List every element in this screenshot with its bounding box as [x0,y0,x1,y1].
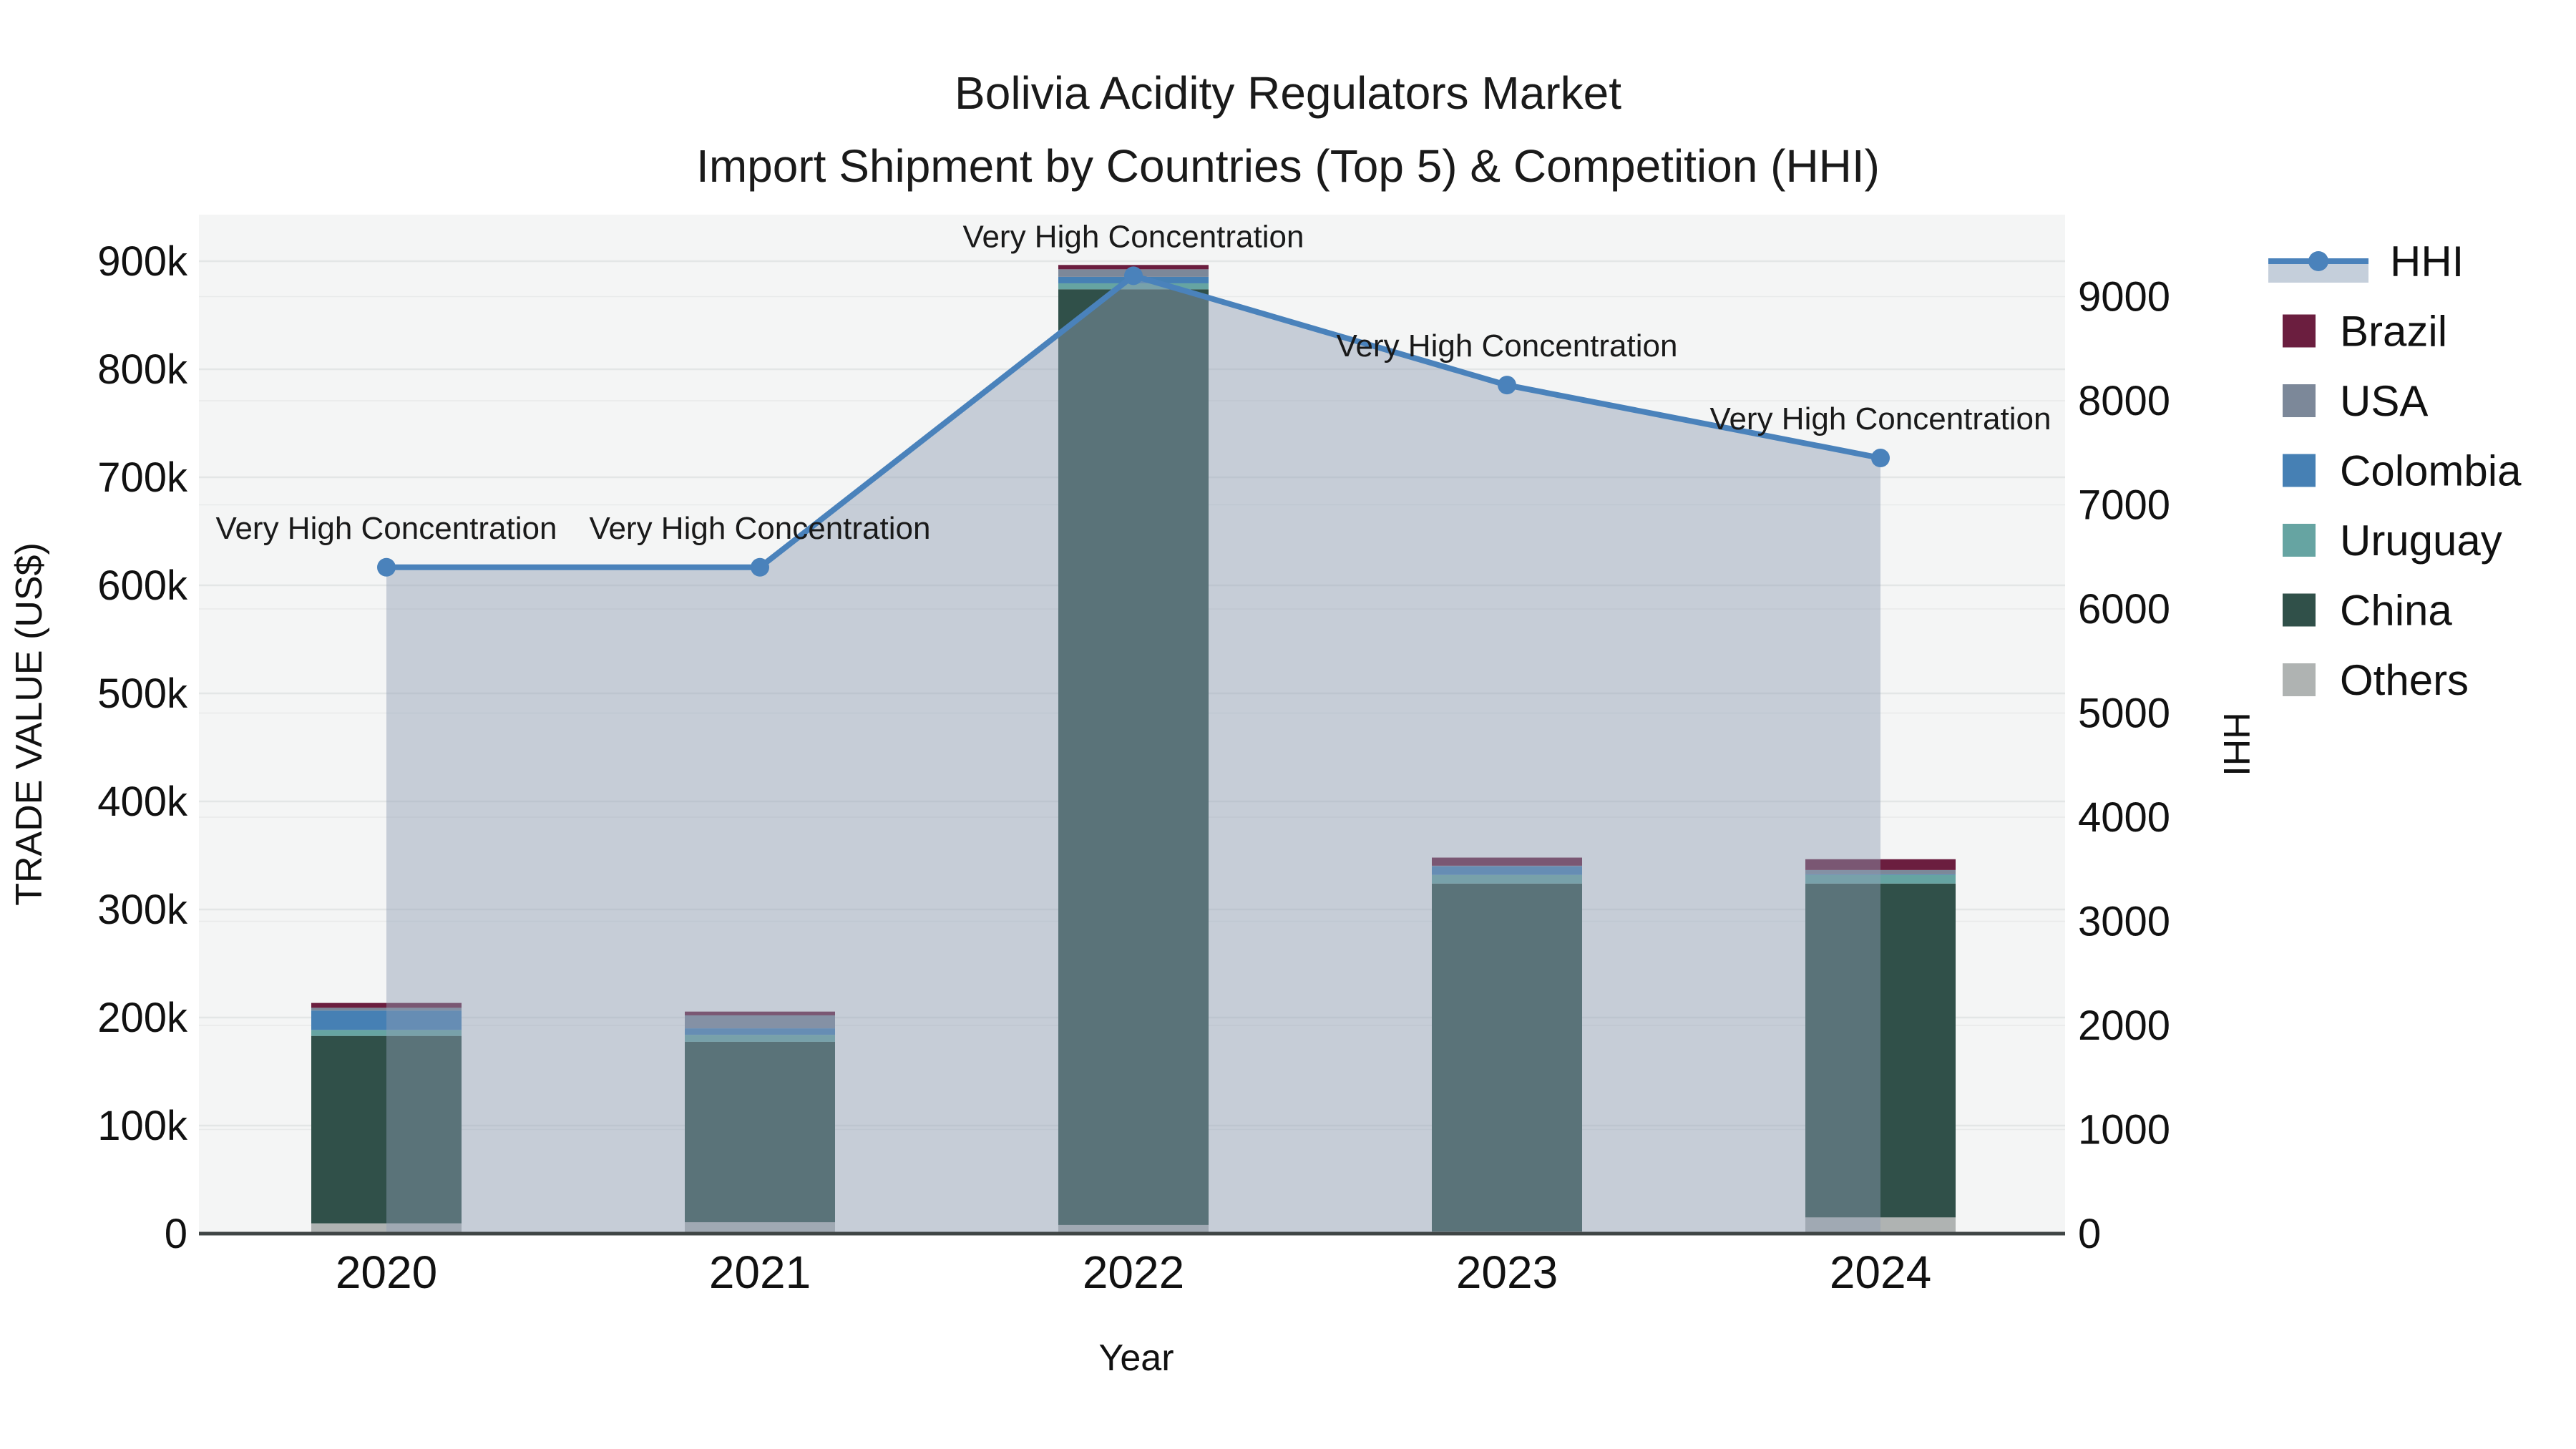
bar-segment-brazil-2024 [1805,859,1956,870]
left-tick-500k: 500k [97,670,188,717]
legend-swatch-china [2283,593,2316,627]
legend-label-brazil: Brazil [2340,308,2447,356]
legend-label-hhi: HHI [2390,238,2464,286]
legend-item-hhi[interactable]: HHI [2268,238,2464,286]
right-tick-4000: 4000 [2078,794,2170,841]
legend-item-colombia[interactable]: Colombia [2283,447,2522,495]
legend-item-brazil[interactable]: Brazil [2283,308,2447,356]
bar-segment-others-2024 [1805,1217,1956,1234]
bar-segment-china-2022 [1058,289,1209,1225]
right-tick-3000: 3000 [2078,899,2170,945]
legend-label-uruguay: Uruguay [2340,517,2502,565]
right-tick-6000: 6000 [2078,586,2170,633]
legend-swatch-uruguay [2283,524,2316,557]
bar-segment-colombia-2020 [311,1010,462,1030]
bar-segment-uruguay-2024 [1805,874,1956,884]
hhi-marker-2024 [1871,449,1890,468]
bar-segment-others-2020 [311,1223,462,1234]
legend-item-others[interactable]: Others [2283,656,2469,704]
left-tick-0: 0 [165,1211,187,1257]
x-axis-title: Year [1098,1337,1174,1379]
right-tick-1000: 1000 [2078,1107,2170,1153]
legend-swatch-colombia [2283,454,2316,487]
bar-segment-colombia-2023 [1432,866,1582,875]
bar-segment-usa-2021 [685,1015,835,1029]
x-tick-2021: 2021 [709,1246,811,1298]
legend: HHI Brazil USA Colombia Uruguay China Others [2268,238,2522,704]
stacked-bars [311,265,1956,1234]
bar-segment-usa-2023 [1432,865,1582,867]
right-tick-5000: 5000 [2078,691,2170,737]
x-tick-2020: 2020 [336,1246,437,1298]
bar-segment-others-2021 [685,1222,835,1234]
left-tick-200k: 200k [97,995,188,1041]
x-tick-2024: 2024 [1830,1246,1931,1298]
left-tick-400k: 400k [97,779,188,825]
bar-segment-uruguay-2022 [1058,283,1209,290]
hhi-marker-2023 [1498,376,1516,395]
chart-title-line1: Bolivia Acidity Regulators Market [955,67,1621,119]
right-tick-7000: 7000 [2078,482,2170,529]
legend-swatch-brazil [2283,314,2316,348]
bar-segment-china-2024 [1805,883,1956,1218]
annotation-2024: Very High Concentration [1710,401,2051,436]
hhi-marker-2020 [377,557,396,577]
right-tick-2000: 2000 [2078,1002,2170,1049]
bar-segment-uruguay-2020 [311,1030,462,1036]
left-tick-100k: 100k [97,1103,188,1149]
bar-segment-uruguay-2021 [685,1035,835,1042]
annotation-2022: Very High Concentration [963,219,1304,254]
hhi-marker-2021 [751,557,769,577]
annotation-2020: Very High Concentration [216,511,557,546]
bar-segment-china-2020 [311,1035,462,1224]
legend-label-others: Others [2340,656,2469,704]
legend-item-usa[interactable]: USA [2283,377,2428,425]
legend-label-colombia: Colombia [2340,447,2522,495]
right-axis-title: HHI [2215,712,2257,776]
left-axis-tick-labels: 0 100k 200k 300k 400k 500k 600k 700k 800k 900k [97,238,188,1257]
left-axis-title: TRADE VALUE (US$) [9,542,50,906]
annotation-2023: Very High Concentration [1337,328,1678,364]
right-tick-8000: 8000 [2078,378,2170,424]
legend-hhi-marker [2308,251,2328,271]
left-tick-900k: 900k [97,238,188,285]
legend-item-china[interactable]: China [2283,587,2452,635]
bar-segment-brazil-2020 [311,1002,462,1008]
hhi-area-polygon [386,275,1880,1234]
bar-segment-colombia-2021 [685,1028,835,1035]
legend-swatch-others [2283,663,2316,696]
right-tick-9000: 9000 [2078,274,2170,321]
right-axis-tick-labels: 0 1000 2000 3000 4000 5000 6000 7000 8000 9000 [2078,274,2170,1258]
x-axis-tick-labels: 2020 2021 2022 2023 2024 [336,1246,1931,1298]
left-tick-600k: 600k [97,562,188,609]
hhi-annotations: Very High Concentration Very High Concent… [216,219,2051,545]
left-tick-800k: 800k [97,346,188,393]
left-tick-700k: 700k [97,454,188,501]
legend-swatch-usa [2283,384,2316,417]
hhi-marker-2022 [1124,266,1143,286]
legend-item-uruguay[interactable]: Uruguay [2283,517,2502,565]
annotation-2021: Very High Concentration [590,511,931,546]
bar-segment-others-2022 [1058,1224,1209,1234]
legend-label-china: China [2340,587,2452,635]
bar-segment-uruguay-2023 [1432,874,1582,884]
hhi-area-fill [386,275,1880,1234]
legend-label-usa: USA [2340,377,2428,425]
bar-segment-brazil-2023 [1432,857,1582,866]
left-tick-300k: 300k [97,887,188,933]
right-tick-0: 0 [2078,1211,2101,1257]
bar-segment-china-2023 [1432,883,1582,1231]
hhi-line [377,266,1890,577]
x-tick-2023: 2023 [1456,1246,1558,1298]
bar-segment-colombia-2024 [1805,874,1956,875]
chart-title-line2: Import Shipment by Countries (Top 5) & C… [696,140,1880,192]
bar-segment-usa-2020 [311,1008,462,1011]
x-tick-2022: 2022 [1083,1246,1184,1298]
bar-segment-china-2021 [685,1041,835,1223]
bar-segment-brazil-2021 [685,1011,835,1015]
bar-segment-usa-2024 [1805,869,1956,874]
